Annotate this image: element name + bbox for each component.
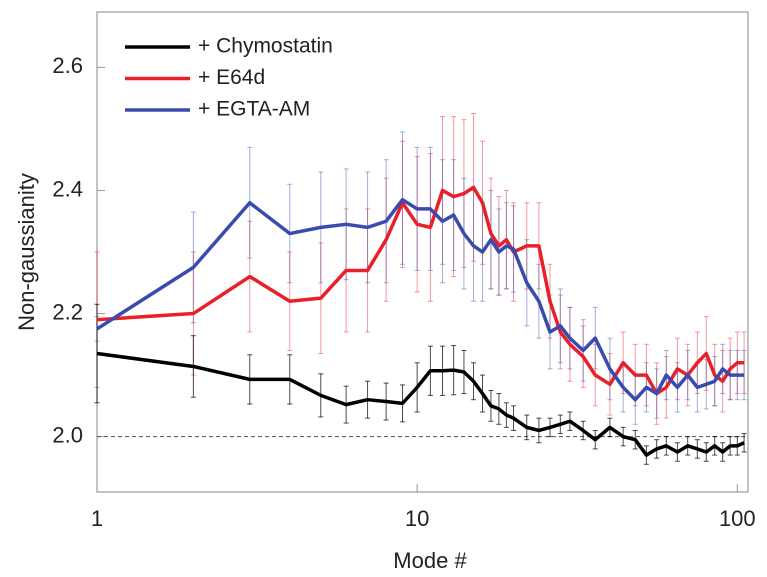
legend-label: + E64d — [198, 66, 265, 89]
plot-frame — [96, 11, 749, 493]
x-tick-label: 100 — [719, 506, 756, 531]
y-tick-label: 2.0 — [52, 422, 83, 447]
x-tick-label: 10 — [405, 506, 429, 531]
series-line — [96, 351, 745, 457]
y-tick-label: 2.2 — [52, 299, 83, 324]
y-axis-label: Non-gaussianity — [14, 173, 39, 331]
series-line — [96, 185, 745, 396]
x-axis-label: Mode # — [393, 548, 467, 573]
legend-label: + Chymostatin — [198, 35, 333, 58]
y-tick-label: 2.6 — [52, 53, 83, 78]
y-tick-label: 2.4 — [52, 176, 83, 201]
legend-label: + EGTA-AM — [198, 98, 310, 121]
x-tick-label: 1 — [91, 506, 103, 531]
series-line — [96, 197, 745, 402]
